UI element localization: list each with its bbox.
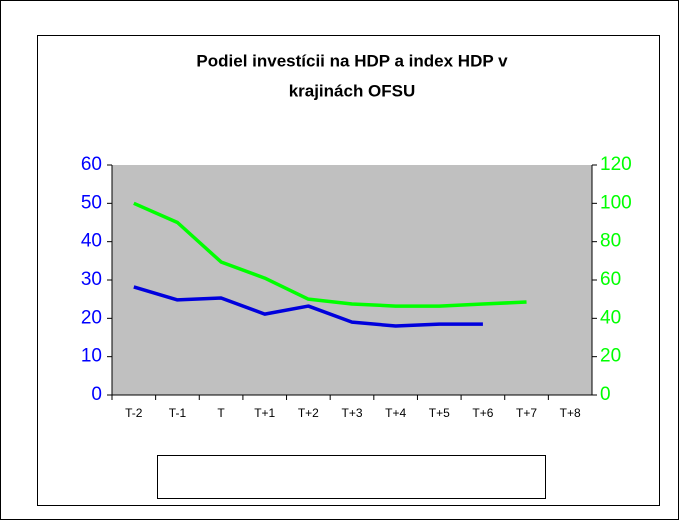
y-tick-label: 20 (81, 307, 102, 328)
series-line (133, 285, 483, 328)
y2-tick-label: 120 (600, 154, 632, 175)
y2-tick-label: 0 (600, 384, 611, 405)
y-tick-label: 0 (91, 384, 102, 405)
chart-title: Podiel investícii na HDP a index HDP v (196, 51, 508, 70)
y2-tick-label: 40 (600, 307, 621, 328)
series-line (133, 201, 527, 308)
plot-area (112, 165, 592, 395)
x-tick-label: T+1 (254, 406, 275, 420)
x-tick-label: T+6 (472, 406, 493, 420)
y-tick-label: 60 (81, 154, 102, 175)
x-tick-label: T+5 (429, 406, 450, 420)
x-tick-label: T+7 (516, 406, 537, 420)
x-tick-label: T (217, 406, 225, 420)
y-tick-label: 30 (81, 269, 102, 290)
x-tick-label: T+3 (341, 406, 362, 420)
y-tick-label: 10 (81, 346, 102, 367)
y2-tick-label: 20 (600, 346, 621, 367)
x-tick-label: T-2 (125, 406, 143, 420)
y-tick-label: 40 (81, 231, 102, 252)
chart-title: krajinách OFSU (289, 81, 416, 100)
x-tick-label: T-1 (169, 406, 187, 420)
x-tick-label: T+8 (560, 406, 581, 420)
x-tick-label: T+2 (298, 406, 319, 420)
y2-tick-label: 80 (600, 231, 621, 252)
y2-tick-label: 60 (600, 269, 621, 290)
y-tick-label: 50 (81, 192, 102, 213)
y2-tick-label: 100 (600, 192, 632, 213)
legend (157, 455, 546, 499)
x-tick-label: T+4 (385, 406, 406, 420)
